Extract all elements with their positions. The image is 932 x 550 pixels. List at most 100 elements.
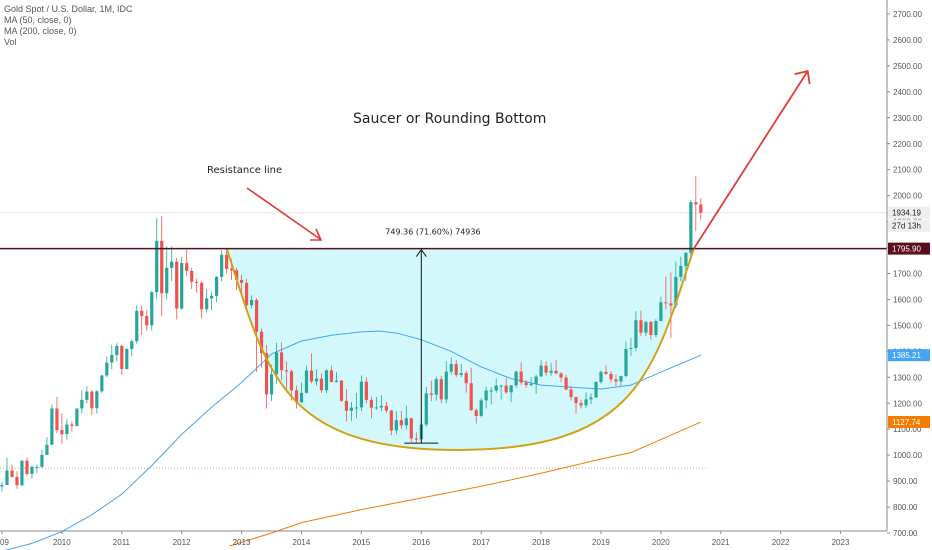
candle-body [494,385,498,391]
resistance-pointer-head [310,228,323,241]
x-tick-label: 2014 [293,538,311,547]
candle-body [514,371,518,386]
legend-ma200: MA (200, close, 0) [4,26,77,36]
candle-body [195,281,199,283]
candle-body [289,371,294,391]
candle-body [125,349,129,369]
y-tick-label: 2400.00 [893,88,922,97]
candle-body [584,399,588,406]
candle-body [254,299,259,332]
projection-arrow-head [794,69,811,85]
x-tick-label: 2010 [53,538,71,547]
candle-body [459,373,463,375]
candle-body [244,282,249,306]
candle-body [634,320,638,348]
candle-body [599,371,603,382]
y-tick-label: 800.00 [893,503,918,512]
candle-body [215,276,219,296]
candle-body [344,400,349,411]
chart-legend: Gold Spot / U.S. Dollar, 1M, IDC MA (50,… [4,4,133,48]
candle-body [424,393,428,425]
candle-body [504,385,508,393]
candle-body [589,397,593,400]
countdown-label: 27d 13h [892,222,921,231]
x-tick-label: 2015 [352,538,370,547]
legend-vol: Vol [4,37,17,47]
candle-body [549,370,553,373]
y-tick-label: 1000.00 [893,451,922,460]
x-tick-label: 2016 [412,538,430,547]
candle-body [324,370,329,391]
candle-body [75,408,79,426]
candle-body [220,254,224,277]
candle-body [269,374,274,395]
candle-body [359,381,363,408]
candle-body [509,385,513,393]
candle-body [294,390,299,403]
candle-body [65,424,69,435]
candle-body [165,267,169,294]
resistance-pointer-arrow [246,187,321,240]
candle-body [110,354,114,363]
price-label-box-resistance [888,242,930,255]
candle-body [185,263,189,271]
candle-body [304,370,309,393]
candle-body [85,391,89,400]
candle-body [200,282,204,310]
x-tick-label: 2013 [233,538,251,547]
candle-body [130,341,134,350]
candle-body [314,378,319,382]
candle-body [160,240,164,294]
candle-body [604,371,608,374]
candle-body [429,393,433,395]
candle-body [145,316,149,326]
price-label-ma200: 1127.74 [892,418,921,427]
candle-body [444,371,448,400]
y-tick-label: 1200.00 [893,399,922,408]
candle-body [479,400,483,416]
candle-body [684,252,688,266]
y-tick-label: 2600.00 [893,36,922,45]
candle-body [279,352,284,371]
x-tick-label: 2020 [652,538,670,547]
candle-body [20,460,24,486]
x-tick-label: 2022 [772,538,790,547]
candle-body [5,470,9,485]
candle-body [389,410,393,431]
candle-body [409,418,413,439]
candle-body [524,382,528,386]
y-tick-label: 2200.00 [893,140,922,149]
candle-body [329,370,334,382]
x-tick-label: 2021 [712,538,730,547]
candle-body [689,202,693,253]
chart-title: Saucer or Rounding Bottom [353,111,546,127]
candle-body [474,410,478,416]
candle-body [659,302,663,321]
candle-body [150,292,154,326]
candle-body [235,270,239,280]
legend-ma50: MA (50, close, 0) [4,15,72,25]
candle-body [284,370,289,372]
candle-body [644,322,648,333]
candle-body [454,364,458,375]
candle-body [519,371,523,383]
candle-body [544,365,548,373]
candle-body [609,373,613,380]
candle-body [614,379,618,382]
candle-body [529,383,533,386]
ma200-line [229,421,702,547]
x-tick-label: 2018 [532,538,550,547]
legend-symbol: Gold Spot / U.S. Dollar, 1M, IDC [4,4,133,14]
candle-body [434,379,438,395]
x-tick-label: 2023 [832,538,850,547]
candle-body [349,407,353,411]
candle-body [140,310,144,317]
price-label-box-ma200 [888,416,930,429]
candle-body [399,420,403,426]
candle-body [364,381,368,400]
candle-body [35,466,39,468]
candle-body [190,270,194,282]
candle-body [629,347,633,350]
candle-body [464,373,468,384]
